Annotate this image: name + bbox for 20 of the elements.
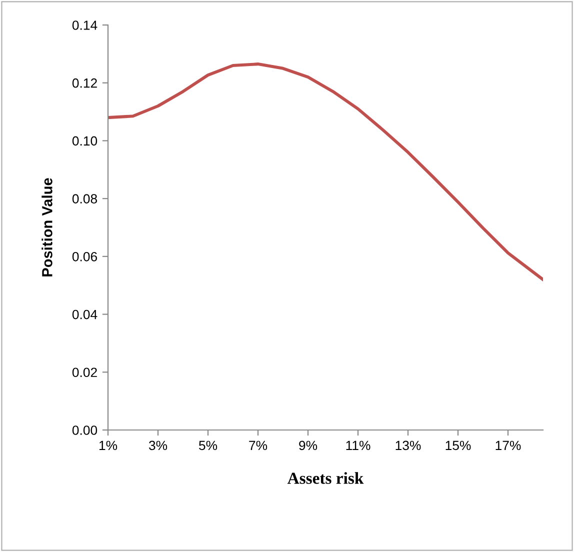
y-tick-label: 0.12 — [72, 78, 97, 88]
y-tick-label: 0.00 — [72, 426, 98, 435]
y-axis-title: Position Value — [42, 178, 52, 276]
y-tick-label: 0.02 — [72, 368, 97, 378]
x-tick-label: 9% — [299, 440, 318, 450]
y-tick-label: 0.04 — [72, 310, 98, 320]
x-tick-label: 7% — [249, 440, 268, 450]
x-axis-title: Assets risk — [287, 472, 364, 484]
x-tick-label: 17% — [496, 440, 521, 450]
y-tick-label: 0.10 — [72, 136, 98, 146]
y-tick-label: 0.06 — [72, 252, 98, 262]
y-tick-label: 0.08 — [72, 194, 98, 204]
x-tick-label: 3% — [148, 440, 168, 450]
x-tick-label: 11% — [346, 440, 370, 450]
x-tick-label: 13% — [396, 440, 421, 450]
x-tick-label: 1% — [99, 440, 118, 450]
x-tick-label: 5% — [198, 440, 218, 450]
x-tick-label: 15% — [446, 440, 471, 450]
line-series — [108, 62, 543, 282]
y-tick-label: 0.14 — [72, 20, 98, 30]
